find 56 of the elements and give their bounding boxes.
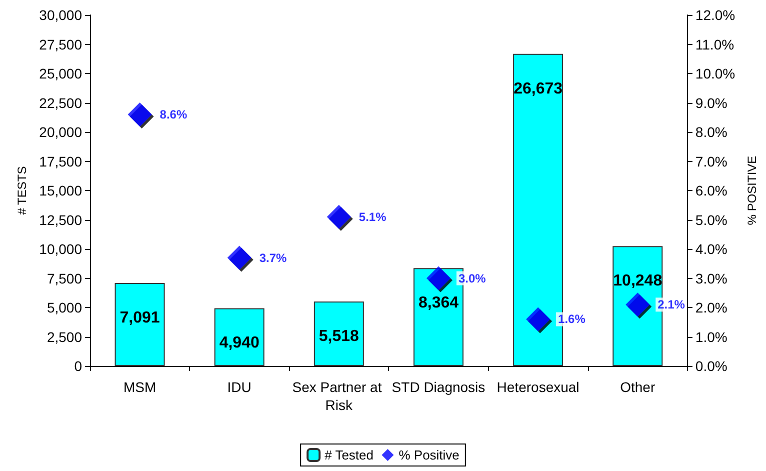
y-tick-label: 5,000 (46, 300, 82, 316)
data-label: 5,518 (318, 328, 360, 345)
y2-tick-label: 8.0% (695, 124, 728, 140)
y2-tick-label: 10.0% (695, 66, 736, 82)
y-tick-label: 20,000 (39, 124, 82, 140)
x-tick-label: Other (620, 379, 656, 395)
point (626, 292, 650, 317)
y2-tick-label: 7.0% (695, 153, 728, 170)
y-tick-label: 7,500 (46, 270, 82, 286)
legend-label: % Positive (398, 448, 460, 462)
data-label: 8,364 (418, 294, 459, 312)
data-label: 3.0% (458, 271, 486, 286)
bar (214, 308, 264, 366)
x-tick-label: Heterosexual (496, 379, 580, 395)
x-tick-label: IDU (227, 379, 252, 395)
y2-tick-label: 6.0% (695, 182, 728, 198)
y-tick-label: 12,500 (39, 212, 82, 228)
point (128, 102, 152, 126)
y-tick-label: 22,500 (39, 94, 82, 111)
y2-tick-label: 9.0% (695, 94, 728, 111)
y2-tick-label: 12.0% (695, 7, 736, 23)
bar (114, 283, 165, 366)
point (326, 204, 351, 229)
y-tick-label: 27,500 (39, 36, 82, 52)
y-tick-label: 10,000 (39, 241, 82, 257)
y2-tick-label: 3.0% (695, 270, 728, 286)
y-tick-label: 15,000 (39, 182, 82, 198)
data-label: 3.7% (259, 250, 288, 265)
y-axis-title: # TESTS (15, 166, 29, 215)
y-tick-label: 30,000 (39, 7, 82, 23)
y2-tick-label: 11.0% (695, 36, 734, 52)
y2-tick-label: 5.0% (695, 212, 728, 228)
point (526, 307, 550, 332)
y-tick-label: 17,500 (39, 153, 82, 170)
y2-tick-label: 0.0% (695, 358, 728, 374)
x-tick-label: Sex Partner at Risk (292, 379, 386, 413)
y-tick-label: 0 (74, 358, 82, 374)
point (426, 266, 450, 290)
data-label: 26,673 (514, 80, 563, 98)
data-label: 8.6% (160, 107, 188, 122)
data-label: 2.1% (658, 298, 686, 312)
point (227, 246, 252, 270)
y2-axis-title: % POSITIVE (745, 156, 759, 226)
bar (314, 301, 364, 366)
x-tick-label: STD Diagnosis (392, 379, 486, 395)
y2-tick-label: 1.0% (695, 328, 728, 345)
data-label: 4,940 (219, 334, 260, 352)
y2-tick-label: 2.0% (695, 300, 728, 316)
y-tick-label: 2,500 (46, 328, 82, 345)
data-label: 7,091 (120, 310, 160, 327)
data-label: 5.1% (358, 210, 387, 224)
legend-label: # Tested (324, 448, 374, 462)
y-tick-label: 25,000 (39, 66, 82, 82)
data-label: 1.6% (558, 312, 586, 326)
x-tick-label: MSM (123, 379, 156, 395)
y2-tick-label: 4.0% (695, 241, 728, 257)
